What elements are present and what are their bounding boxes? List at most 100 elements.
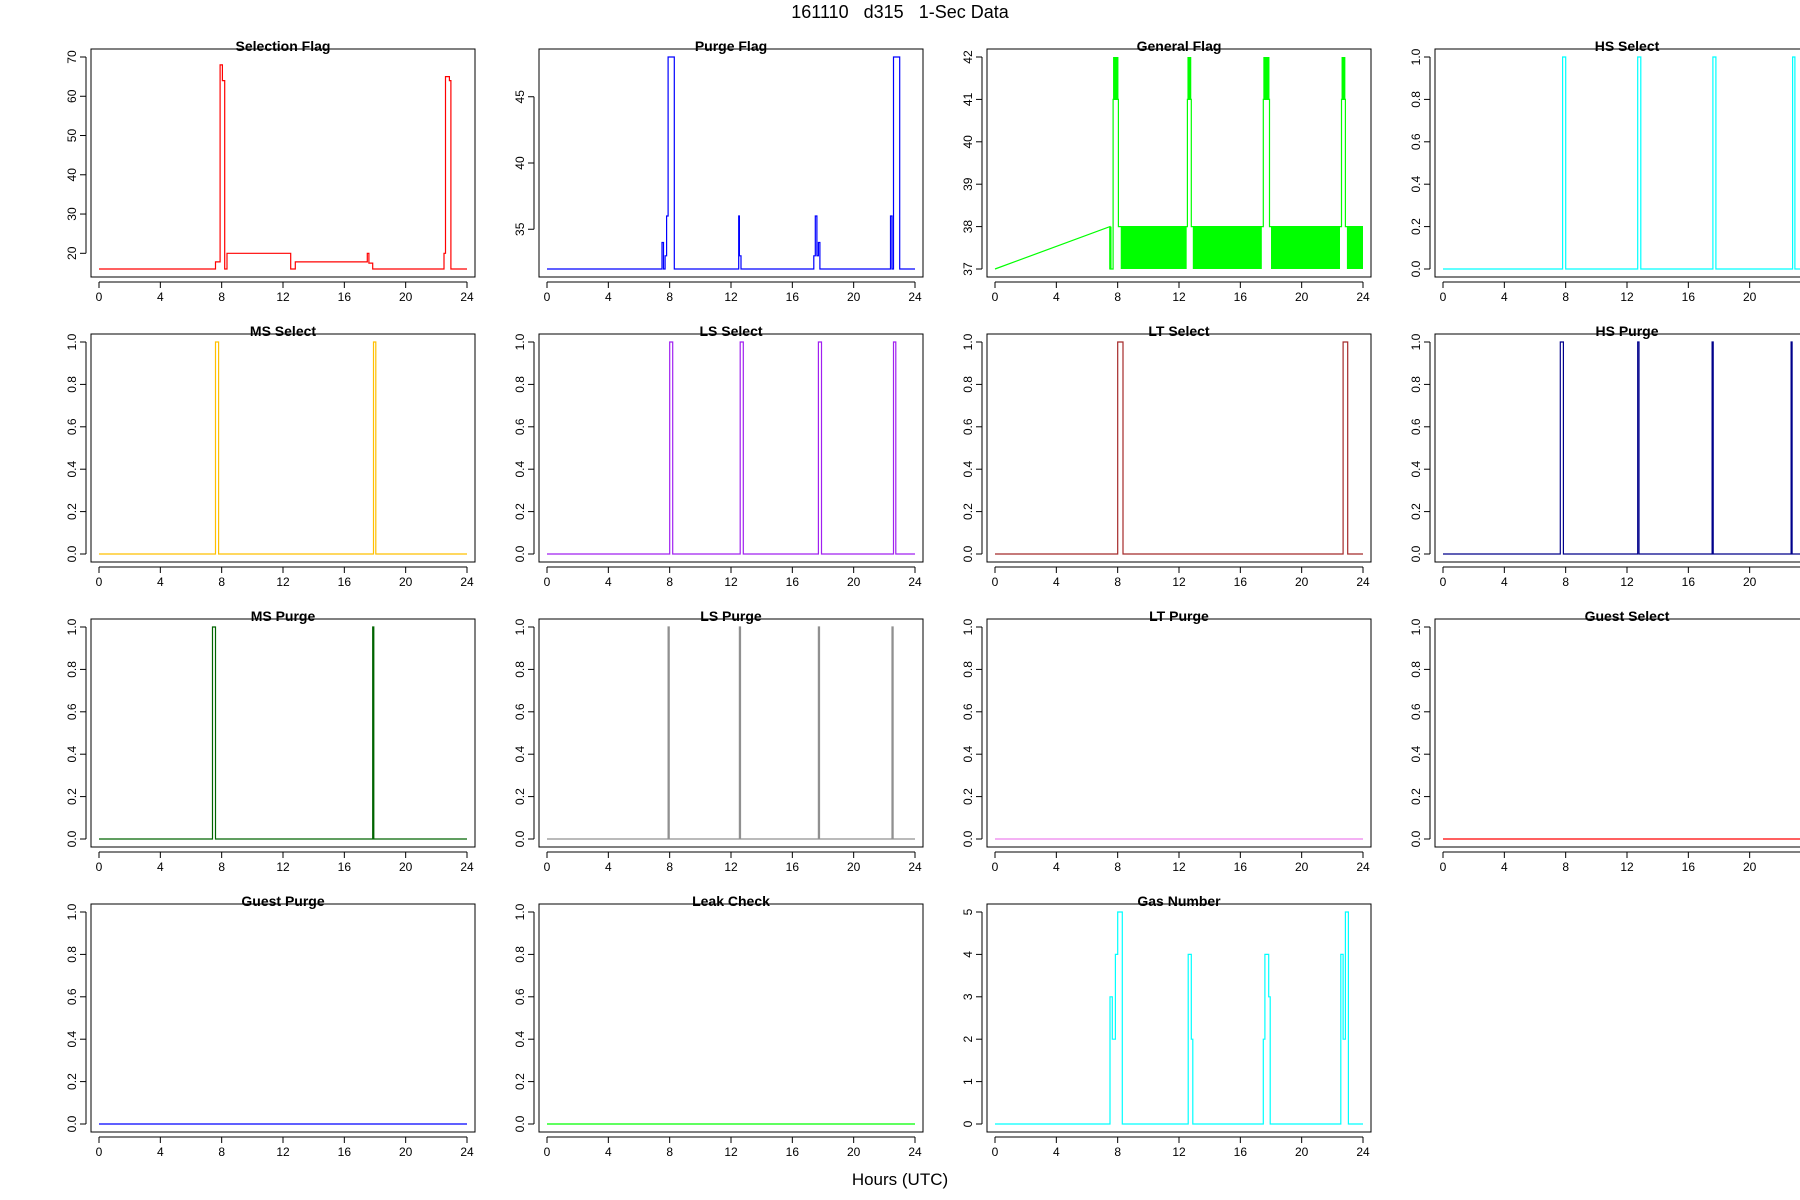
- x-tick-label: 16: [1234, 860, 1248, 874]
- y-tick-label: 0.0: [1409, 830, 1423, 847]
- y-tick-label: 1.0: [513, 333, 527, 350]
- x-tick-label: 16: [1682, 575, 1696, 589]
- chart-guest-purge: 0 4 8 12 16 20 24 0.0 0.2 0.4 0.6 0.8 1.0: [65, 903, 476, 1159]
- y-tick-label: 0.0: [513, 1115, 527, 1132]
- dense-block: [1263, 57, 1270, 100]
- y-tick-label: 45: [513, 90, 527, 104]
- panel-lt-purge: LT Purge 0 4 8 12 16 20 24 0.0 0.2 0.4 0.6 0.8 1.0: [946, 606, 1372, 874]
- y-tick-label: 0.2: [65, 503, 79, 520]
- x-tick-label: 12: [724, 575, 738, 589]
- y-tick-label: 0.8: [1409, 661, 1423, 678]
- dense-block: [1346, 226, 1363, 269]
- x-tick-label: 20: [1295, 290, 1309, 304]
- x-tick-label: 0: [1440, 290, 1447, 304]
- plot-frame: [90, 48, 476, 278]
- dense-block: [1271, 226, 1340, 269]
- panel-title: LT Select: [1148, 323, 1210, 339]
- y-tick-label: 0.8: [65, 661, 79, 678]
- dense-block: [1192, 226, 1262, 269]
- chart-lt-purge: 0 4 8 12 16 20 24 0.0 0.2 0.4 0.6 0.8 1.0: [961, 618, 1372, 874]
- plot-frame: [538, 48, 924, 278]
- plot-frame: [1434, 618, 1800, 848]
- y-tick-label: 0.2: [65, 1073, 79, 1090]
- panel-ls-select: LS Select 0 4 8 12 16 20 24 0.0 0.2 0.4 0.6 0.8 1.0: [498, 321, 924, 589]
- y-tick-label: 0.4: [65, 461, 79, 478]
- panel-purge-flag: Purge Flag 0 4 8 12 16 20 24 35 40 45: [498, 36, 924, 304]
- x-tick-label: 12: [1172, 1145, 1186, 1159]
- x-tick-label: 8: [666, 290, 673, 304]
- x-tick-label: 4: [157, 860, 164, 874]
- y-tick-label: 0.6: [65, 988, 79, 1005]
- panel-title: Gas Number: [1137, 893, 1221, 909]
- x-tick-label: 16: [786, 290, 800, 304]
- y-tick-label: 0.6: [1409, 703, 1423, 720]
- x-tick-label: 8: [218, 860, 225, 874]
- x-tick-label: 24: [1356, 1145, 1370, 1159]
- plot-frame: [90, 618, 476, 848]
- y-tick-label: 1.0: [65, 618, 79, 635]
- x-tick-label: 0: [544, 290, 551, 304]
- chart-ms-purge: 0 4 8 12 16 20 24 0.0 0.2 0.4 0.6 0.8 1.0: [65, 618, 476, 874]
- plot-frame: [986, 333, 1372, 563]
- y-tick-label: 0.2: [1409, 503, 1423, 520]
- y-tick-label: 0.2: [961, 503, 975, 520]
- y-tick-label: 1.0: [961, 618, 975, 635]
- y-tick-label: 20: [65, 246, 79, 260]
- x-tick-label: 12: [276, 860, 290, 874]
- x-axis-label: Hours (UTC): [851, 1170, 949, 1189]
- plot-frame: [986, 618, 1372, 848]
- x-tick-label: 4: [1053, 1145, 1060, 1159]
- y-tick-label: 0.4: [65, 1031, 79, 1048]
- panel-title: Leak Check: [692, 893, 770, 909]
- y-tick-label: 0.0: [961, 830, 975, 847]
- y-tick-label: 0.2: [1409, 218, 1423, 235]
- series-line-purge-flag: [547, 56, 915, 270]
- y-tick-label: 0.0: [65, 830, 79, 847]
- x-tick-label: 0: [992, 575, 999, 589]
- x-tick-label: 8: [218, 575, 225, 589]
- series-line-hs-purge: [1443, 341, 1800, 555]
- x-tick-label: 16: [1234, 290, 1248, 304]
- x-tick-label: 8: [1114, 1145, 1121, 1159]
- x-tick-label: 0: [544, 860, 551, 874]
- x-tick-label: 20: [847, 290, 861, 304]
- y-tick-label: 38: [961, 220, 975, 234]
- y-tick-label: 40: [65, 168, 79, 182]
- plot-frame: [1434, 48, 1800, 278]
- y-tick-label: 0.8: [961, 661, 975, 678]
- panel-title: General Flag: [1136, 38, 1222, 54]
- chart-purge-flag: 0 4 8 12 16 20 24 35 40 45: [513, 48, 924, 304]
- y-tick-label: 0.6: [513, 703, 527, 720]
- y-tick-label: 0.2: [961, 788, 975, 805]
- x-tick-label: 24: [908, 290, 922, 304]
- y-tick-label: 0.4: [65, 746, 79, 763]
- x-tick-label: 8: [218, 290, 225, 304]
- chart-ms-select: 0 4 8 12 16 20 24 0.0 0.2 0.4 0.6 0.8 1.0: [65, 333, 476, 589]
- x-tick-label: 12: [1172, 290, 1186, 304]
- y-tick-label: 0.6: [513, 988, 527, 1005]
- y-tick-label: 42: [961, 50, 975, 64]
- series-line-ls-select: [547, 341, 915, 555]
- x-tick-label: 20: [1743, 860, 1757, 874]
- x-tick-label: 24: [460, 1145, 474, 1159]
- series-line-hs-select: [1443, 56, 1800, 270]
- y-tick-label: 0.2: [513, 503, 527, 520]
- y-tick-label: 0.4: [1409, 461, 1423, 478]
- y-tick-label: 37: [961, 262, 975, 276]
- y-tick-label: 4: [961, 951, 975, 958]
- x-tick-label: 16: [338, 1145, 352, 1159]
- x-tick-label: 8: [218, 1145, 225, 1159]
- panel-title: LS Select: [699, 323, 763, 339]
- chart-ls-select: 0 4 8 12 16 20 24 0.0 0.2 0.4 0.6 0.8 1.0: [513, 333, 924, 589]
- x-tick-label: 0: [992, 860, 999, 874]
- panel-title: HS Purge: [1595, 323, 1659, 339]
- panel-title: MS Purge: [250, 608, 316, 624]
- x-tick-label: 4: [1053, 860, 1060, 874]
- y-tick-label: 0.6: [961, 703, 975, 720]
- y-tick-label: 1.0: [961, 333, 975, 350]
- y-tick-label: 0.0: [1409, 545, 1423, 562]
- panel-title: LT Purge: [1149, 608, 1209, 624]
